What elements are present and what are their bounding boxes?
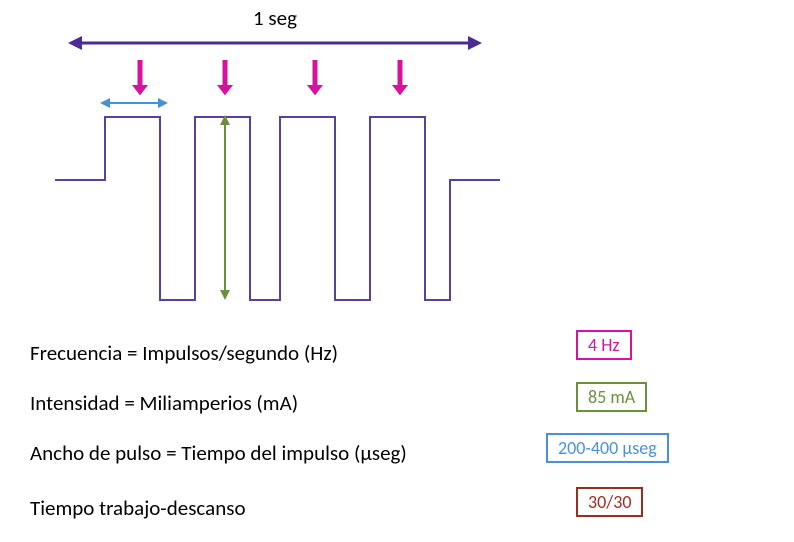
pulse-marker-arrow [392, 60, 408, 95]
param-label: Frecuencia = Impulsos/segundo (Hz) [30, 340, 338, 366]
param-value-box: 85 mA [576, 382, 647, 412]
waveform-diagram: 1 seg [55, 5, 535, 315]
param-label: Ancho de pulso = Tiempo del impulso (µse… [30, 440, 407, 466]
waveform-path [55, 117, 500, 300]
pulse-marker-arrow [132, 60, 148, 95]
time-span-label: 1 seg [253, 5, 297, 31]
waveform-svg: 1 seg [55, 5, 535, 315]
param-value-box: 4 Hz [576, 330, 632, 360]
pulse-marker-arrow [307, 60, 323, 95]
param-label: Intensidad = Miliamperios (mA) [30, 390, 298, 416]
param-value-box: 30/30 [576, 487, 643, 517]
param-label: Tiempo trabajo-descanso [30, 495, 246, 521]
pulse-marker-arrow [217, 60, 233, 95]
param-value-box: 200-400 µseg [546, 433, 669, 463]
